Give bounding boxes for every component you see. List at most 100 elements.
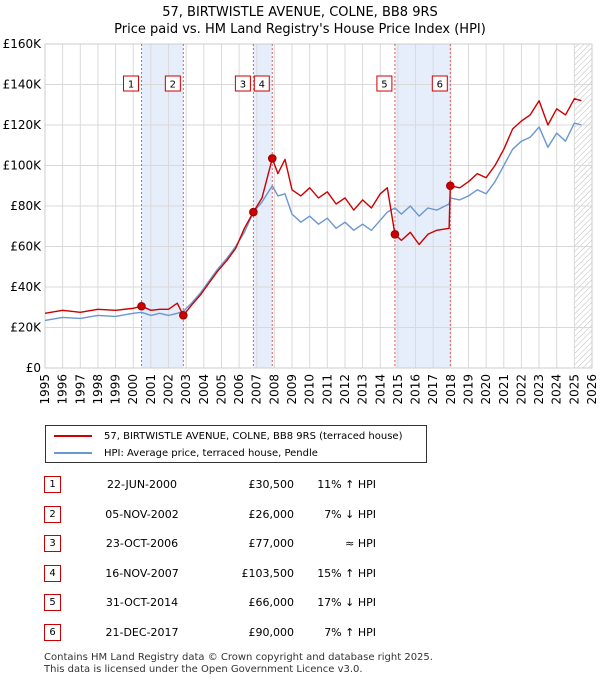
- marker-box-2: [164, 75, 181, 92]
- legend-label-property: 57, BIRTWISTLE AVENUE, COLNE, BB8 9RS (t…: [104, 430, 403, 442]
- transaction-number: 4: [44, 564, 61, 582]
- x-tick-label: 2013: [356, 374, 370, 405]
- y-tick-label: £0: [26, 361, 41, 375]
- x-tick-label: 1997: [73, 374, 87, 405]
- x-tick-label: 2008: [267, 374, 281, 405]
- x-tick-label: 2026: [585, 374, 599, 405]
- transaction-number: 5: [44, 594, 61, 612]
- marker-label-6: 6: [437, 80, 443, 91]
- x-tick-label: 1995: [38, 374, 52, 405]
- transaction-hpi: 17% ↓ HPI: [317, 596, 376, 610]
- transaction-date: 22-JUN-2000: [106, 478, 178, 492]
- table-row: 3 23-OCT-2006 £77,000 ≈ HPI: [44, 529, 376, 559]
- transaction-hpi: 7% ↑ HPI: [324, 625, 376, 639]
- x-tick-label: 2021: [497, 374, 511, 405]
- table-row: 6 21-DEC-2017 £90,000 7% ↑ HPI: [44, 618, 376, 648]
- y-tick-label: £160K: [3, 37, 43, 51]
- transaction-number: 2: [44, 505, 61, 523]
- plot-border: [44, 43, 593, 369]
- sale-point-1: [137, 301, 146, 311]
- marker-label-3: 3: [240, 80, 246, 91]
- footer-licence: This data is licensed under the Open Gov…: [44, 664, 363, 675]
- transaction-price: £77,000: [248, 537, 295, 551]
- legend-entry-property: 57, BIRTWISTLE AVENUE, COLNE, BB8 9RS (t…: [54, 429, 402, 443]
- transaction-price: £103,500: [241, 566, 295, 580]
- table-row: 1 22-JUN-2000 £30,500 11% ↑ HPI: [44, 470, 376, 500]
- y-tick-label: £80K: [10, 199, 42, 213]
- property-price-line: [44, 98, 582, 317]
- transaction-hpi: 11% ↑ HPI: [317, 478, 376, 492]
- x-tick-label: 2018: [444, 374, 458, 405]
- y-tick-label: £20K: [10, 321, 42, 335]
- x-tick-label: 2019: [461, 374, 475, 405]
- table-row: 2 05-NOV-2002 £26,000 7% ↓ HPI: [44, 500, 376, 530]
- hpi-line: [44, 122, 582, 322]
- transaction-price: £90,000: [248, 625, 295, 639]
- x-tick-label: 2010: [303, 374, 317, 405]
- y-tick-label: £60K: [10, 240, 42, 254]
- marker-label-1: 1: [128, 80, 134, 91]
- transaction-hpi: 7% ↓ HPI: [324, 507, 376, 521]
- marker-box-3: [234, 75, 251, 92]
- transaction-price: £66,000: [248, 596, 295, 610]
- marker-box-5: [376, 75, 393, 92]
- y-tick-label: £100K: [3, 159, 43, 173]
- x-tick-label: 2009: [285, 374, 299, 405]
- transaction-date: 16-NOV-2007: [105, 566, 179, 580]
- x-tick-label: 2004: [197, 374, 211, 405]
- x-tick-label: 2007: [250, 374, 264, 405]
- marker-box-6: [431, 75, 448, 92]
- sale-point-4: [267, 154, 277, 163]
- sale-point-6: [446, 181, 455, 191]
- x-tick-label: 2023: [532, 374, 546, 405]
- transaction-date: 05-NOV-2002: [105, 507, 179, 521]
- legend-swatch-property: [54, 435, 92, 437]
- price-chart: 1 2 3 4 5 6 £0 £20K £40K £60K £80K £100K £120K £140K…: [3, 37, 599, 405]
- sale-point-5: [390, 230, 400, 239]
- marker-box-1: [123, 75, 140, 92]
- x-tick-label: 2002: [162, 374, 176, 405]
- x-tick-label: 2014: [373, 374, 387, 405]
- transaction-hpi: 15% ↑ HPI: [317, 566, 376, 580]
- transaction-price: £30,500: [248, 478, 295, 492]
- transaction-hpi: ≈ HPI: [345, 537, 376, 551]
- chart-legend: 57, BIRTWISTLE AVENUE, COLNE, BB8 9RS (t…: [45, 425, 427, 463]
- chart-title: 57, BIRTWISTLE AVENUE, COLNE, BB8 9RS: [162, 5, 438, 20]
- marker-box-4: [253, 75, 270, 92]
- table-row: 5 31-OCT-2014 £66,000 17% ↓ HPI: [44, 588, 376, 618]
- legend-label-hpi: HPI: Average price, terraced house, Pend…: [104, 447, 318, 459]
- x-tick-label: 2001: [144, 374, 158, 405]
- x-tick-label: 2025: [567, 374, 581, 405]
- x-tick-label: 2011: [320, 374, 334, 405]
- x-tick-label: 2003: [179, 374, 193, 405]
- y-tick-label: £40K: [10, 280, 42, 294]
- marker-label-4: 4: [259, 80, 265, 91]
- table-row: 4 16-NOV-2007 £103,500 15% ↑ HPI: [44, 559, 376, 589]
- x-tick-label: 2016: [409, 374, 423, 405]
- transaction-date: 31-OCT-2014: [105, 596, 179, 610]
- y-tick-label: £120K: [3, 118, 43, 132]
- x-tick-label: 1999: [109, 374, 123, 405]
- legend-swatch-hpi: [54, 452, 92, 454]
- legend-entry-hpi: HPI: Average price, terraced house, Pend…: [54, 446, 318, 460]
- x-tick-label: 2017: [426, 374, 440, 405]
- sale-point-3: [249, 207, 258, 217]
- sale-point-2: [179, 311, 188, 320]
- marker-label-5: 5: [381, 80, 387, 91]
- y-tick-label: £140K: [3, 78, 43, 92]
- x-tick-label: 2020: [479, 374, 493, 405]
- transaction-date: 21-DEC-2017: [105, 625, 179, 639]
- transaction-number: 1: [44, 476, 61, 494]
- x-tick-label: 1996: [56, 374, 70, 405]
- x-tick-label: 2012: [338, 374, 352, 405]
- x-tick-label: 1998: [91, 374, 105, 405]
- x-tick-label: 2024: [550, 374, 564, 405]
- x-tick-label: 2000: [126, 374, 140, 405]
- x-tick-label: 2015: [391, 374, 405, 405]
- transactions-table: 1 22-JUN-2000 £30,500 11% ↑ HPI 2 05-NOV…: [44, 470, 376, 647]
- transaction-number: 3: [44, 535, 61, 553]
- transaction-number: 6: [44, 623, 61, 641]
- x-tick-label: 2005: [214, 374, 228, 405]
- x-tick-label: 2006: [232, 374, 246, 405]
- transaction-price: £26,000: [248, 507, 295, 521]
